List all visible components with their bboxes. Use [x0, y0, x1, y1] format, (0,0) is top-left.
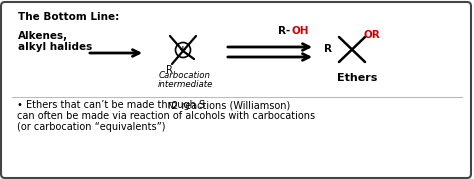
- Text: R-: R-: [278, 26, 290, 36]
- Text: can often be made via reaction of alcohols with carbocations: can often be made via reaction of alcoho…: [17, 111, 315, 121]
- Text: intermediate: intermediate: [157, 80, 213, 89]
- Text: OR: OR: [364, 30, 381, 40]
- Text: Alkenes,: Alkenes,: [18, 31, 68, 41]
- Text: OH: OH: [292, 26, 310, 36]
- Text: R: R: [165, 65, 173, 75]
- FancyBboxPatch shape: [1, 2, 471, 178]
- Text: N: N: [167, 102, 173, 111]
- Text: +: +: [179, 45, 187, 54]
- Text: R: R: [324, 44, 332, 54]
- Text: • Ethers that can’t be made through S: • Ethers that can’t be made through S: [17, 100, 205, 110]
- Text: The Bottom Line:: The Bottom Line:: [18, 12, 119, 22]
- Text: alkyl halides: alkyl halides: [18, 42, 92, 52]
- Text: Ethers: Ethers: [337, 73, 377, 83]
- Text: 2 reactions (Williamson): 2 reactions (Williamson): [172, 100, 290, 110]
- Text: Carbocation: Carbocation: [159, 71, 211, 80]
- Text: (or carbocation “equivalents”): (or carbocation “equivalents”): [17, 122, 165, 132]
